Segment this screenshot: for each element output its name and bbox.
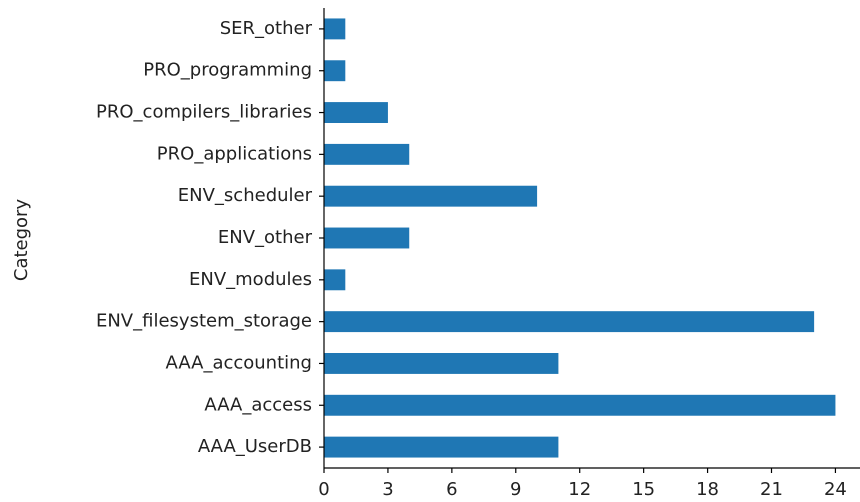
x-tick-label: 21: [760, 479, 783, 500]
y-tick-label: ENV_scheduler: [178, 185, 313, 206]
bar: [324, 311, 815, 333]
bar: [324, 436, 559, 458]
x-tick-label: 6: [446, 479, 457, 500]
x-tick-label: 24: [824, 479, 847, 500]
y-tick-label: PRO_programming: [143, 60, 312, 81]
bar: [324, 18, 346, 40]
y-tick-label: AAA_access: [204, 394, 312, 415]
x-tick-label: 12: [568, 479, 591, 500]
x-tick-label: 15: [632, 479, 655, 500]
x-tick-label: 18: [696, 479, 719, 500]
x-tick-label: 9: [510, 479, 521, 500]
y-tick-label: ENV_filesystem_storage: [96, 311, 312, 332]
y-tick-label: PRO_compilers_libraries: [96, 102, 312, 123]
x-tick-label: 0: [318, 479, 329, 500]
bar: [324, 185, 538, 207]
x-tick-label: 3: [382, 479, 393, 500]
y-tick-label: AAA_UserDB: [198, 436, 312, 457]
y-tick-label: SER_other: [220, 18, 313, 39]
bar: [324, 227, 410, 249]
bar: [324, 394, 836, 416]
bar: [324, 143, 410, 165]
y-tick-label: AAA_accounting: [166, 352, 313, 373]
bar: [324, 102, 388, 123]
bar: [324, 269, 346, 291]
y-tick-label: ENV_modules: [189, 269, 312, 290]
bar: [324, 60, 346, 82]
y-tick-label: ENV_other: [218, 227, 313, 248]
y-tick-label: PRO_applications: [157, 143, 312, 164]
y-axis-label: Category: [11, 199, 32, 282]
bar: [324, 353, 559, 374]
